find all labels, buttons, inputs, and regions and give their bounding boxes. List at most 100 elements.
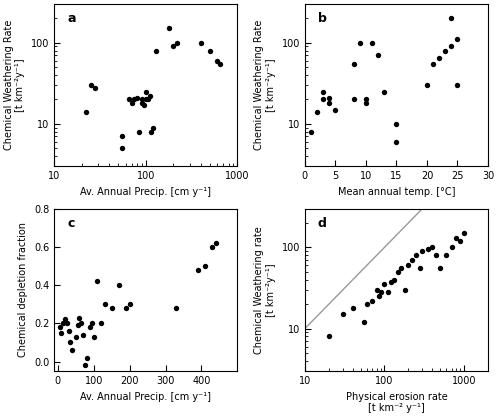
Point: [380, 281, 388, 288]
Point: [118, 133, 126, 140]
Point: [389, 276, 397, 283]
X-axis label: Av. Annual Precip. [cm y⁻¹]: Av. Annual Precip. [cm y⁻¹]: [80, 392, 211, 402]
Point: [360, 319, 368, 326]
Point: [428, 244, 436, 251]
Point: [374, 52, 382, 58]
Point: [392, 121, 400, 127]
Point: [349, 304, 357, 311]
Point: [169, 43, 177, 50]
Point: [165, 25, 173, 32]
Point: [454, 82, 462, 88]
Point: [137, 100, 145, 106]
Point: [125, 301, 133, 307]
Point: [208, 244, 216, 250]
Point: [319, 88, 327, 95]
Point: [362, 100, 370, 106]
Point: [206, 47, 214, 54]
Point: [57, 329, 65, 336]
Point: [412, 252, 420, 259]
Point: [122, 305, 130, 311]
Point: [212, 240, 220, 246]
Point: [127, 100, 135, 106]
Point: [452, 235, 460, 241]
Point: [61, 316, 69, 323]
Point: [325, 100, 333, 106]
Point: [83, 354, 91, 361]
Point: [66, 339, 74, 346]
Point: [145, 93, 153, 99]
Y-axis label: Chemical depletion fraction: Chemical depletion fraction: [18, 222, 28, 357]
Point: [375, 293, 383, 299]
Point: [441, 47, 449, 54]
Point: [137, 96, 145, 103]
Point: [82, 109, 90, 116]
Point: [142, 88, 150, 95]
Point: [86, 324, 94, 330]
Point: [72, 333, 80, 340]
Point: [77, 320, 85, 327]
Point: [173, 39, 181, 46]
Y-axis label: Chemical Weathering Rate
[t km⁻²y⁻¹]: Chemical Weathering Rate [t km⁻²y⁻¹]: [4, 20, 25, 151]
Point: [135, 128, 143, 135]
Point: [56, 324, 64, 330]
Point: [363, 301, 371, 307]
Point: [423, 82, 431, 88]
Point: [87, 82, 95, 88]
Text: d: d: [318, 217, 327, 230]
Point: [307, 128, 315, 135]
Point: [394, 269, 402, 275]
Point: [133, 94, 141, 101]
Point: [368, 297, 376, 304]
Point: [201, 263, 209, 269]
Point: [319, 96, 327, 103]
Point: [90, 333, 98, 340]
Y-axis label: Chemical Weathering Rate
[t km⁻²y⁻¹]: Chemical Weathering Rate [t km⁻²y⁻¹]: [254, 20, 276, 151]
Point: [456, 238, 464, 244]
Y-axis label: Chemical Weathering rate
[t km⁻²y⁻¹]: Chemical Weathering rate [t km⁻²y⁻¹]: [254, 226, 276, 354]
Point: [356, 39, 364, 46]
Point: [416, 265, 424, 272]
Point: [97, 320, 105, 327]
Point: [429, 60, 437, 67]
Point: [408, 256, 416, 263]
Point: [194, 266, 202, 273]
Point: [442, 252, 450, 259]
Point: [149, 124, 157, 131]
Point: [213, 58, 221, 64]
Point: [368, 39, 376, 46]
Point: [140, 102, 148, 108]
X-axis label: Av. Annual Precip. [cm y⁻¹]: Av. Annual Precip. [cm y⁻¹]: [80, 187, 211, 197]
Point: [424, 246, 432, 253]
Point: [331, 106, 339, 113]
Point: [152, 47, 160, 54]
Point: [108, 305, 116, 311]
Point: [325, 94, 333, 101]
Point: [392, 138, 400, 145]
Point: [313, 109, 321, 116]
Point: [118, 145, 126, 152]
Point: [373, 286, 381, 293]
Point: [404, 262, 412, 269]
Point: [91, 84, 99, 91]
Point: [197, 39, 205, 46]
Point: [216, 60, 224, 67]
Point: [339, 311, 347, 318]
Point: [144, 96, 152, 103]
Point: [384, 289, 392, 296]
Point: [350, 96, 358, 103]
Point: [79, 332, 87, 338]
Text: b: b: [318, 12, 327, 25]
Point: [74, 322, 82, 329]
Text: c: c: [67, 217, 75, 230]
Point: [435, 55, 443, 61]
Point: [377, 289, 385, 296]
Point: [94, 278, 102, 284]
Point: [172, 305, 180, 311]
Point: [59, 320, 67, 327]
Point: [65, 328, 73, 334]
Point: [418, 248, 426, 254]
Point: [68, 347, 76, 353]
Point: [432, 252, 440, 259]
X-axis label: Physical erosion rate
[t km⁻² y⁻¹]: Physical erosion rate [t km⁻² y⁻¹]: [346, 392, 447, 413]
Point: [362, 96, 370, 103]
